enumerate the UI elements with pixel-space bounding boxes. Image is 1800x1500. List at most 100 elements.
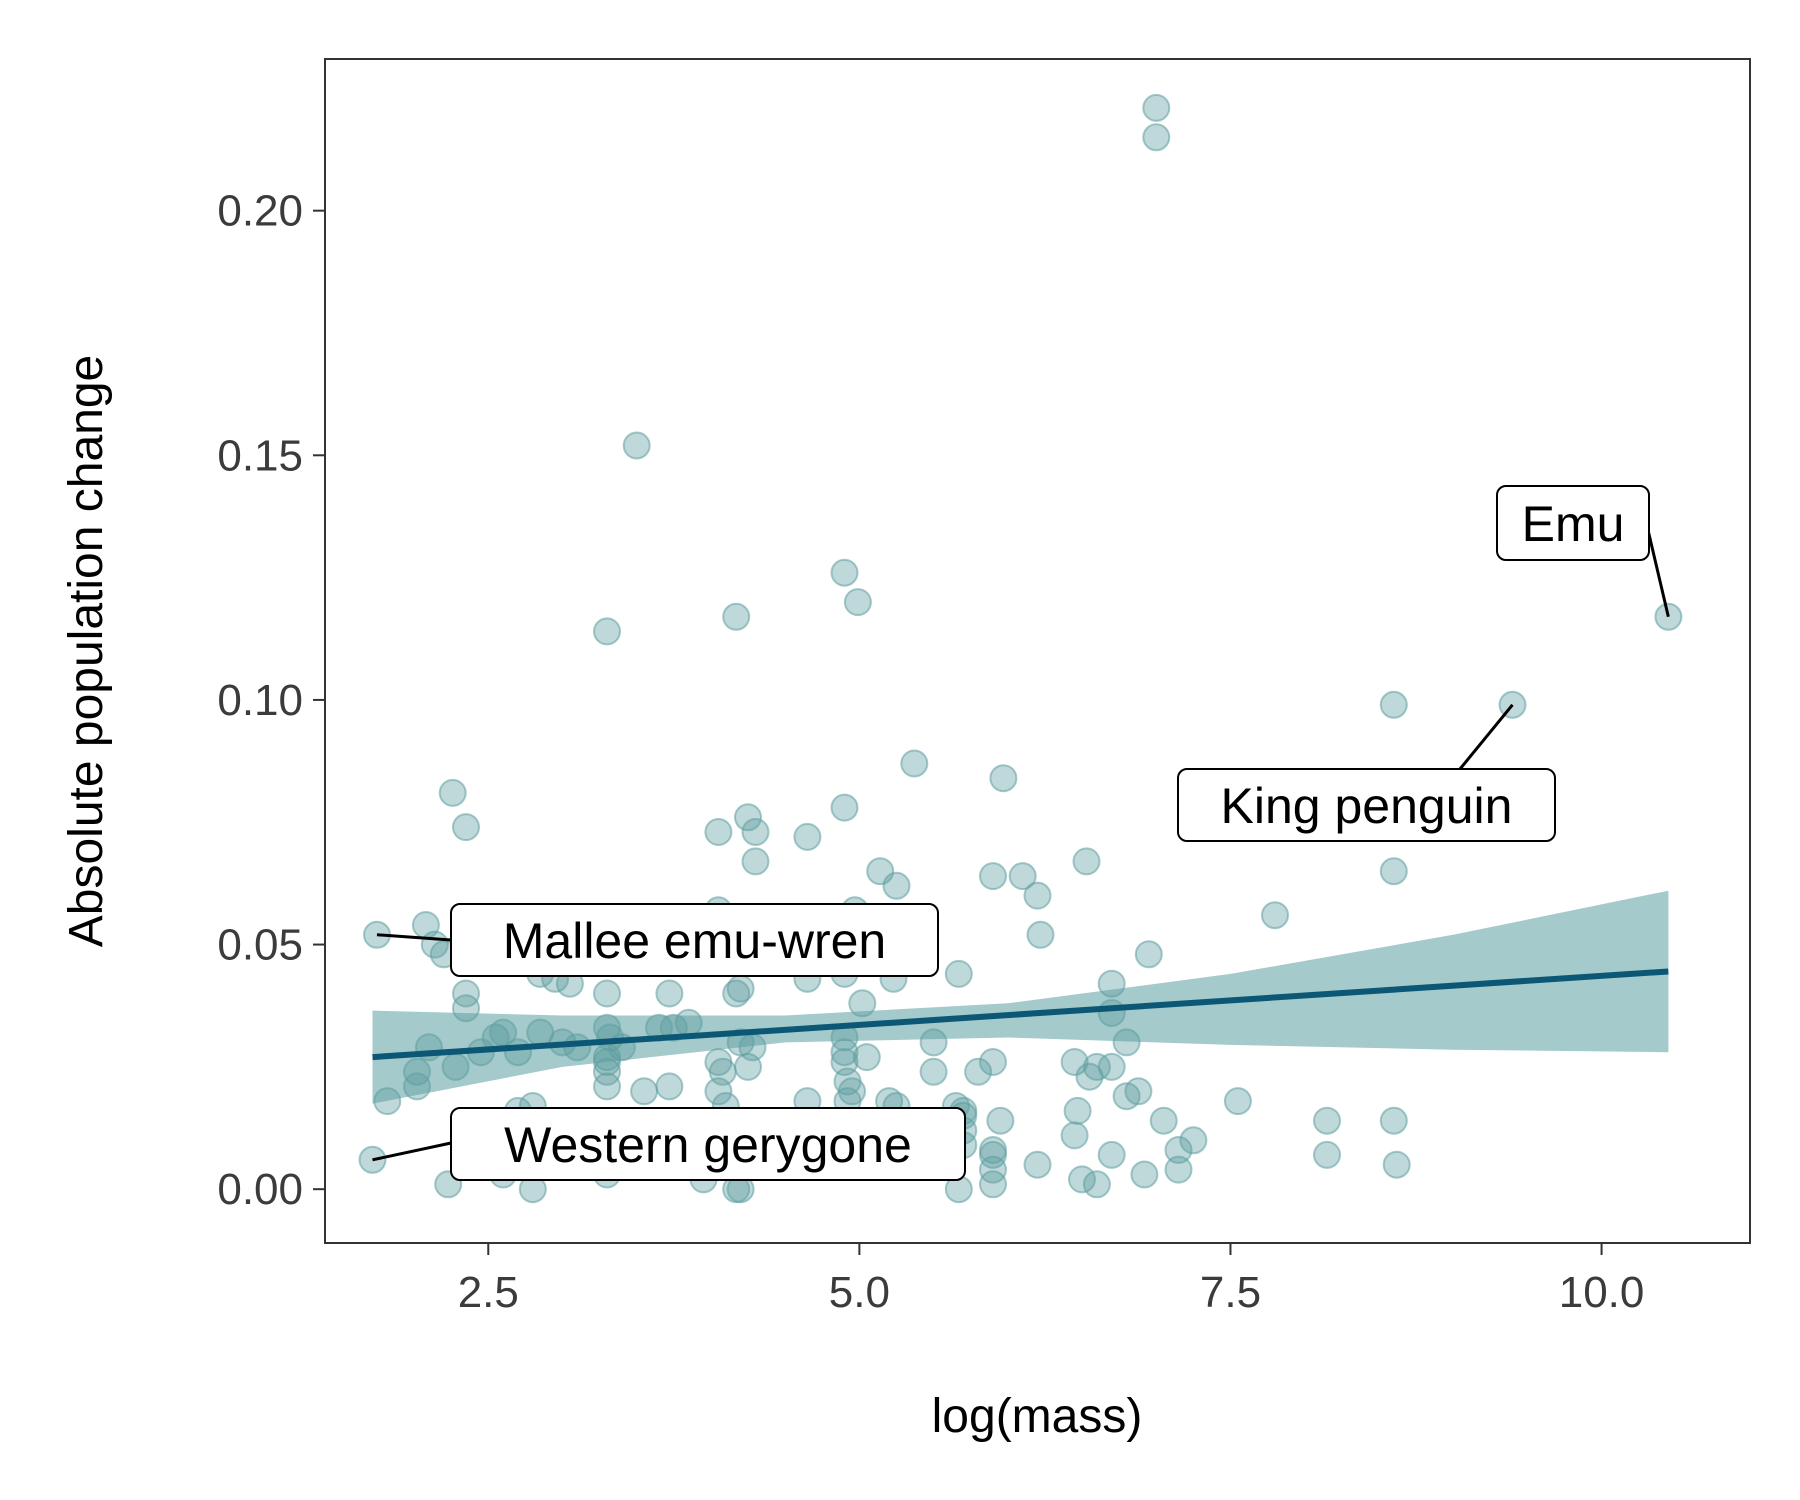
trend-line <box>372 968 1669 1061</box>
data-point <box>563 1033 592 1062</box>
annotation-leader-line <box>1646 529 1670 618</box>
data-point <box>1142 123 1171 152</box>
data-point <box>919 1057 948 1086</box>
data-point <box>944 959 973 988</box>
data-point <box>852 1043 881 1072</box>
data-point <box>830 558 859 587</box>
data-point <box>979 1155 1007 1184</box>
data-point <box>441 1052 470 1081</box>
data-point <box>1124 1077 1153 1106</box>
data-point <box>1134 940 1163 969</box>
data-point <box>979 1170 1007 1199</box>
data-point <box>793 822 822 851</box>
x-tick-label: 7.5 <box>1200 1268 1261 1317</box>
data-point <box>1379 1106 1408 1135</box>
data-point <box>1164 1136 1193 1164</box>
data-point <box>1313 1106 1341 1135</box>
data-point <box>900 749 929 778</box>
data-point <box>593 617 621 646</box>
x-axis: 2.5 5.0 7.5 10.0 <box>458 1243 1645 1317</box>
data-point <box>593 979 621 1008</box>
data-point <box>1382 1150 1411 1179</box>
y-tick-label: 0.15 <box>217 431 303 480</box>
y-tick-label: 0.20 <box>217 187 303 236</box>
data-point <box>1082 1170 1111 1199</box>
data-point <box>1008 862 1037 891</box>
annotation-box <box>1496 485 1650 561</box>
data-point <box>1223 1087 1252 1116</box>
data-point <box>1060 1121 1089 1150</box>
x-axis-title: log(mass) <box>932 1390 1143 1443</box>
annotation-text: King penguin <box>1221 778 1513 834</box>
confidence-band-layer <box>372 890 1669 1104</box>
data-point <box>452 979 480 1008</box>
data-point <box>1654 602 1683 631</box>
annotation-box <box>450 903 939 977</box>
confidence-band <box>372 890 1669 1104</box>
x-tick-label: 10.0 <box>1559 1268 1645 1317</box>
y-axis: 0.00 0.05 0.10 0.15 0.20 <box>217 187 325 1214</box>
data-point <box>655 1072 684 1101</box>
data-point <box>848 989 877 1018</box>
data-point <box>1097 1140 1126 1169</box>
annotation-leader-line <box>1458 703 1514 770</box>
data-point <box>452 994 480 1023</box>
annotation-leader-line <box>372 1141 452 1162</box>
annotation-label: Mallee emu-wren <box>376 903 939 977</box>
data-point <box>882 871 911 900</box>
data-point <box>1023 881 1052 910</box>
data-point <box>989 764 1018 793</box>
data-point <box>979 1140 1007 1169</box>
data-point <box>964 1057 993 1086</box>
annotation-leader-line <box>376 933 452 942</box>
data-point <box>504 1038 532 1067</box>
data-point <box>741 847 770 876</box>
y-tick-label: 0.00 <box>217 1165 303 1214</box>
data-point <box>1097 1052 1126 1081</box>
annotation-box <box>1177 768 1556 842</box>
data-point <box>1097 999 1126 1027</box>
data-point <box>722 602 751 631</box>
data-point <box>1068 1165 1096 1194</box>
trend-line-layer <box>372 968 1669 1061</box>
data-point <box>373 1087 402 1116</box>
data-point <box>1149 1106 1178 1135</box>
annotation-label: Emu <box>1496 485 1670 618</box>
points-layer <box>358 93 1683 1204</box>
data-point <box>674 1008 703 1037</box>
data-point <box>830 1038 859 1067</box>
y-tick-label: 0.05 <box>217 921 303 970</box>
data-point <box>452 813 480 842</box>
data-point <box>1130 1160 1159 1189</box>
data-point <box>438 778 467 807</box>
data-point <box>1379 690 1408 719</box>
data-point <box>722 979 751 1008</box>
annotation-label: Western gerygone <box>372 1107 966 1181</box>
y-axis-title: Absolute population change <box>60 355 113 947</box>
annotation-layer: Emu King penguin Mallee emu-wren Western ge… <box>372 485 1670 1181</box>
data-point <box>1072 847 1101 876</box>
annotation-box <box>450 1107 966 1181</box>
data-point <box>403 1057 431 1086</box>
x-tick-label: 2.5 <box>458 1268 519 1317</box>
data-point <box>1023 1150 1052 1179</box>
data-point <box>593 1057 621 1086</box>
data-point <box>979 862 1007 891</box>
data-point <box>741 818 770 846</box>
data-point <box>630 1077 659 1106</box>
data-point <box>830 793 859 822</box>
data-point <box>1379 857 1408 886</box>
annotation-text: Mallee emu-wren <box>503 913 886 969</box>
data-point <box>1313 1140 1341 1169</box>
data-point <box>734 1052 762 1081</box>
x-tick-label: 5.0 <box>829 1268 890 1317</box>
data-point <box>1063 1096 1092 1125</box>
data-point <box>593 1048 621 1076</box>
data-point <box>1261 901 1289 930</box>
data-point <box>704 1077 733 1106</box>
data-point <box>704 818 733 846</box>
data-point <box>403 1072 431 1101</box>
y-tick-label: 0.10 <box>217 676 303 725</box>
data-point <box>1179 1126 1208 1155</box>
data-point <box>1060 1048 1089 1076</box>
